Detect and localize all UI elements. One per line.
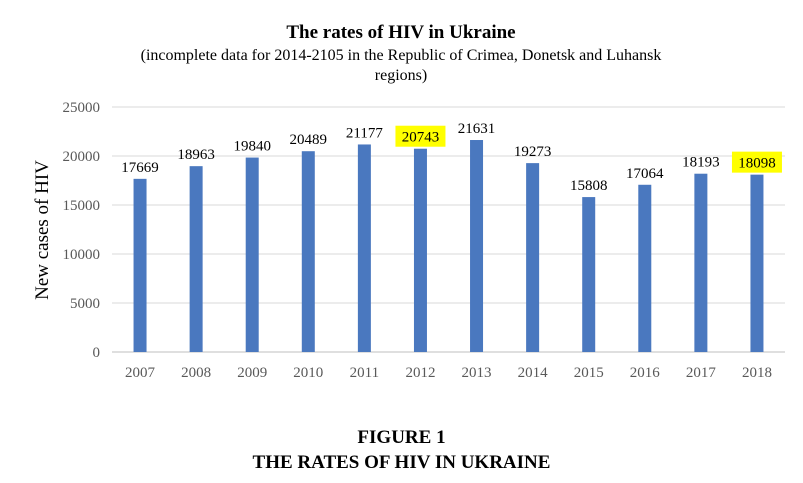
x-tick-label: 2011 [350, 365, 379, 381]
bar-2015 [582, 197, 596, 352]
x-tick-label: 2015 [574, 365, 604, 381]
bar-2011 [357, 144, 371, 352]
data-label-2015: 15808 [570, 178, 608, 194]
y-tick-label: 15000 [63, 198, 101, 214]
x-tick-label: 2013 [462, 365, 492, 381]
x-tick-label: 2007 [125, 365, 156, 381]
y-tick-label: 20000 [63, 149, 101, 165]
chart-title: The rates of HIV in Ukraine [286, 22, 515, 43]
bar-2009 [245, 157, 259, 352]
y-tick-label: 5000 [70, 296, 100, 312]
y-axis-ticks: 0 5000 10000 15000 20000 25000 [63, 100, 101, 361]
x-tick-label: 2018 [742, 365, 772, 381]
chart-subtitle-line-1: (incomplete data for 2014-2105 in the Re… [141, 47, 662, 64]
bars: 17669 18963 19840 20489 21177 20743 21631 19273… [121, 121, 782, 352]
bar-2013 [470, 140, 484, 352]
data-label-2009: 19840 [233, 139, 271, 155]
data-label-highlight [395, 125, 446, 147]
x-tick-label: 2009 [237, 365, 267, 381]
x-tick-label: 2012 [405, 365, 435, 381]
gridlines [112, 106, 785, 353]
x-tick-label: 2010 [293, 365, 323, 381]
y-tick-label: 10000 [63, 247, 101, 263]
data-label-highlight [731, 151, 782, 173]
y-tick-label: 25000 [63, 100, 101, 116]
x-tick-label: 2016 [630, 365, 661, 381]
chart-subtitle-line-2: regions) [375, 67, 427, 84]
bar-2014 [526, 163, 540, 352]
bar-2010 [301, 151, 315, 352]
figure-caption-number: FIGURE 1 [357, 427, 446, 448]
bar-2012 [413, 148, 427, 352]
data-label-2014: 19273 [514, 144, 552, 160]
data-label-2018: 18098 [738, 156, 776, 172]
data-label-2017: 18193 [682, 155, 720, 171]
figure-caption-title: THE RATES OF HIV IN UKRAINE [252, 452, 551, 473]
data-label-2016: 17064 [626, 166, 664, 182]
bar-2017 [694, 173, 708, 352]
data-label-2012: 20743 [402, 130, 440, 146]
data-label-2011: 21177 [346, 125, 383, 141]
y-axis-label: New cases of HIV [32, 160, 53, 300]
x-tick-label: 2017 [686, 365, 717, 381]
hiv-bar-chart: The rates of HIV in Ukraine (incomplete … [32, 22, 785, 381]
data-label-2013: 21631 [458, 121, 496, 137]
y-tick-label: 0 [93, 345, 101, 361]
data-label-2008: 18963 [177, 147, 215, 163]
x-axis-ticks: 2007 2008 2009 2010 2011 2012 2013 2014 2015 2016… [125, 365, 772, 381]
data-label-2007: 17669 [121, 160, 159, 176]
bar-2018 [750, 174, 764, 352]
bar-2008 [189, 166, 203, 352]
bar-2007 [133, 178, 147, 352]
x-tick-label: 2008 [181, 365, 211, 381]
x-tick-label: 2014 [518, 365, 549, 381]
data-label-2010: 20489 [290, 132, 328, 148]
bar-2016 [638, 184, 652, 352]
